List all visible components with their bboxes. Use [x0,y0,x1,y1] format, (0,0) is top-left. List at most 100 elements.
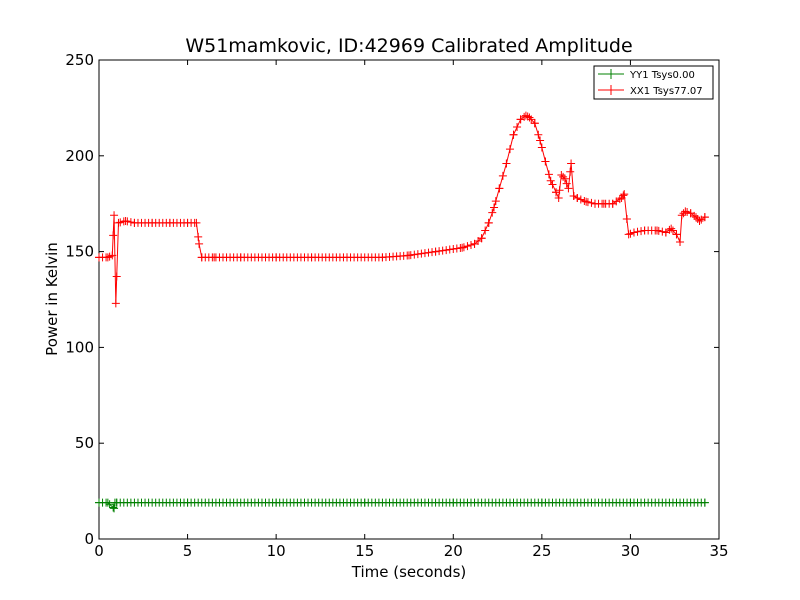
data-point-marker [544,170,553,179]
data-point [672,230,681,239]
data-point [686,209,695,218]
data-point [272,253,281,262]
data-point [183,498,192,507]
data-point-marker [548,180,557,189]
y-tick-label: 200 [65,147,94,165]
data-point-marker [467,241,475,250]
data-point-marker [413,250,422,259]
data-point [236,253,245,262]
data-point [626,498,635,507]
data-point-marker [105,500,114,509]
data-point [183,218,192,227]
data-point-marker [683,208,692,217]
data-point [582,197,591,206]
data-point [148,218,157,227]
data-point [307,253,316,262]
data-point [114,218,123,227]
data-point-marker [637,227,646,236]
data-point-marker [668,226,677,235]
data-point-marker [566,167,575,176]
data-point [165,218,174,227]
data-point-marker [438,246,447,255]
data-point [624,230,633,239]
data-point-marker [555,186,564,195]
data-point [272,498,281,507]
data-point [378,253,387,262]
data-point [103,498,112,507]
y-tick-label: 0 [84,530,94,548]
data-point [95,498,103,507]
data-point [490,203,499,212]
data-point [103,253,112,262]
data-point-marker [633,227,642,236]
x-tick-label: 35 [709,542,728,560]
data-point [546,176,555,185]
data-point [530,119,539,128]
x-tick-label: 0 [94,542,104,560]
data-point-marker [435,247,444,256]
data-point [449,498,458,507]
data-point-marker [693,215,702,224]
data-point-marker [527,115,536,124]
legend-label: YY1 Tsys0.00 [629,70,695,81]
y-tick-label: 100 [65,338,94,356]
data-point-marker [410,250,419,259]
data-point [502,159,511,168]
data-point [360,498,369,507]
data-point [521,111,530,120]
data-point [591,199,599,208]
data-point-marker [112,272,121,281]
plot-frame [98,59,720,540]
data-point [95,253,103,262]
data-point-marker [481,226,490,235]
data-point-marker [615,195,624,204]
data-point [560,174,569,183]
data-point [484,218,493,227]
data-point [537,498,546,507]
data-point-marker [587,198,596,207]
data-point [681,207,690,216]
legend-marker [606,69,616,79]
data-point [569,192,578,201]
x-axis-label: Time (seconds) [351,563,467,581]
chart-title: W51mamkovic, ID:42969 Calibrated Amplitu… [185,35,632,57]
data-point-marker [679,209,688,218]
data-point [210,253,219,262]
data-point-marker [442,246,451,255]
data-point [470,239,479,248]
x-tick-label: 25 [532,542,551,560]
data-point [599,199,608,208]
series-markers-1 [95,498,709,513]
legend-box [593,65,714,100]
data-point [629,228,638,237]
data-point [343,253,351,262]
data-point-marker [428,248,437,257]
y-tick-label: 50 [75,434,94,452]
data-point [667,224,676,233]
data-point [192,218,201,227]
data-point [108,251,117,260]
data-point-marker [445,245,454,254]
x-tick-label: 5 [183,542,193,560]
data-point-marker [109,503,118,512]
data-point-marker [576,195,585,204]
data-point-marker [463,242,472,251]
x-tick-label: 30 [621,542,640,560]
data-point [525,113,534,122]
data-point [552,188,561,197]
data-point-marker [559,172,568,181]
data-point-marker [513,123,522,132]
data-point [700,498,709,507]
data-point-marker [452,244,461,253]
data-point-marker [417,249,426,258]
data-point-marker [580,197,589,206]
data-point [676,238,685,247]
data-point-marker [626,229,635,238]
data-point [431,247,440,256]
data-point [536,136,545,145]
data-point [557,170,566,179]
data-point [622,215,631,224]
data-point-marker [534,130,543,139]
legend-label: XX1 Tsys77.07 [630,86,703,97]
data-point [516,115,525,124]
